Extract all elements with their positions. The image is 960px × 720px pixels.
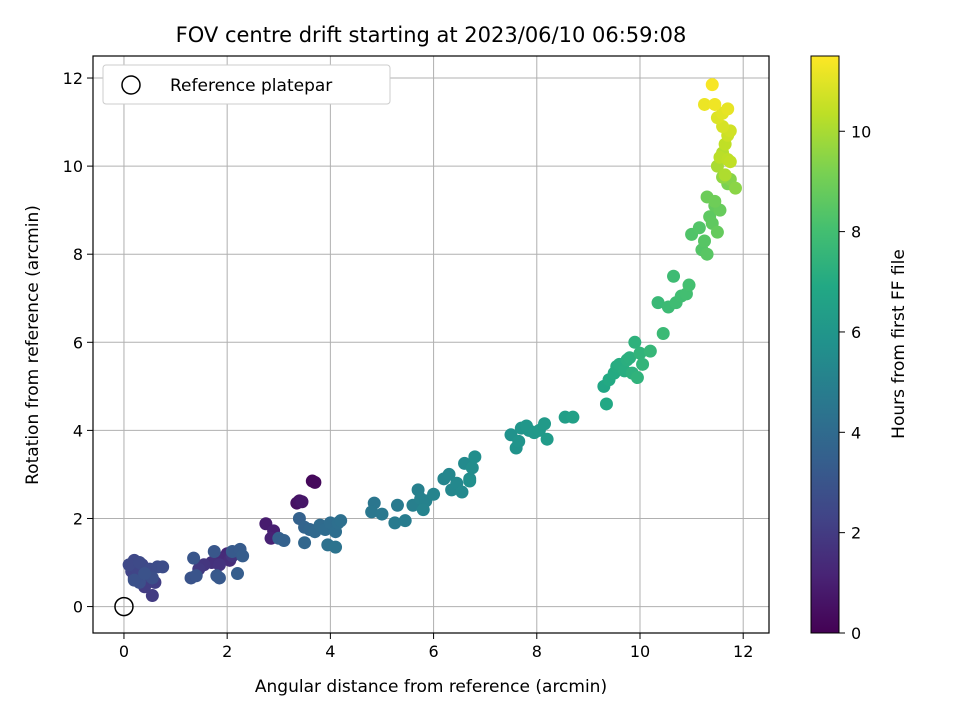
- data-point: [463, 474, 477, 488]
- data-point: [468, 450, 482, 464]
- data-point: [187, 551, 201, 565]
- x-tick-label: 8: [532, 642, 542, 661]
- data-point: [390, 498, 404, 512]
- data-point: [692, 221, 706, 235]
- y-tick-label: 0: [73, 598, 83, 617]
- colorbar-tick-label: 10: [851, 122, 871, 141]
- colorbar-ticks: 0 2 4 6 8 10: [839, 122, 871, 643]
- data-point: [277, 534, 291, 548]
- y-axis-ticks: 0 2 4 6 8 10 12: [63, 69, 93, 617]
- data-point: [633, 346, 647, 360]
- plot-frame: [92, 55, 770, 634]
- x-tick-label: 2: [222, 642, 232, 661]
- x-axis-ticks: 0 2 4 6 8 10 12: [119, 633, 753, 661]
- data-point: [156, 560, 170, 574]
- data-point: [230, 567, 244, 581]
- data-point: [697, 97, 711, 111]
- data-point: [566, 410, 580, 424]
- legend: Reference platepar: [102, 64, 391, 105]
- colorbar-tick-label: 4: [851, 423, 861, 442]
- data-point: [700, 247, 714, 261]
- data-point: [643, 344, 657, 358]
- data-point: [455, 485, 469, 499]
- data-point: [705, 78, 719, 92]
- legend-marker: [121, 75, 141, 95]
- data-point: [682, 278, 696, 292]
- data-point: [718, 168, 732, 182]
- data-point: [189, 569, 203, 583]
- x-tick-label: 4: [325, 642, 335, 661]
- data-point: [628, 335, 642, 349]
- data-point: [721, 102, 735, 116]
- data-point: [127, 573, 141, 587]
- legend-label: Reference platepar: [170, 76, 332, 96]
- data-point: [710, 225, 724, 239]
- colorbar-label: Hours from first FF file: [889, 249, 909, 439]
- data-point: [398, 514, 412, 528]
- data-point: [540, 432, 554, 446]
- x-tick-label: 12: [733, 642, 753, 661]
- data-point: [145, 589, 159, 603]
- data-points: [122, 78, 742, 603]
- data-point: [295, 495, 309, 509]
- y-tick-label: 10: [63, 157, 83, 176]
- colorbar-tick-label: 8: [851, 223, 861, 242]
- data-point: [623, 351, 637, 365]
- data-point: [375, 507, 389, 521]
- x-tick-label: 0: [119, 642, 129, 661]
- data-point: [329, 540, 343, 554]
- legend-box: [102, 64, 391, 105]
- data-point: [138, 567, 152, 581]
- data-point: [667, 269, 681, 283]
- colorbar-tick-label: 0: [851, 624, 861, 643]
- data-point: [723, 155, 737, 169]
- data-point: [122, 558, 136, 572]
- x-tick-label: 10: [630, 642, 650, 661]
- x-axis-label: Angular distance from reference (arcmin): [255, 677, 607, 697]
- data-point: [365, 505, 379, 519]
- y-tick-label: 2: [73, 509, 83, 528]
- y-tick-label: 8: [73, 245, 83, 264]
- data-point: [708, 194, 722, 208]
- colorbar-tick-label: 6: [851, 323, 861, 342]
- y-axis-label: Rotation from reference (arcmin): [23, 205, 43, 485]
- data-point: [132, 556, 146, 570]
- data-point: [599, 397, 613, 411]
- data-point: [651, 296, 665, 310]
- data-point: [212, 558, 226, 572]
- data-point: [708, 97, 722, 111]
- data-point: [427, 487, 441, 501]
- colorbar: [810, 55, 840, 634]
- y-tick-label: 6: [73, 333, 83, 352]
- data-point: [416, 503, 430, 517]
- data-point: [697, 234, 711, 248]
- data-point: [630, 371, 644, 385]
- data-point: [728, 181, 742, 195]
- data-point: [334, 514, 348, 528]
- data-point: [636, 357, 650, 371]
- y-tick-label: 12: [63, 69, 83, 88]
- data-point: [212, 571, 226, 585]
- colorbar-tick-label: 2: [851, 524, 861, 543]
- data-point: [388, 516, 402, 530]
- y-tick-label: 4: [73, 421, 83, 440]
- data-point: [207, 545, 221, 559]
- data-point: [442, 467, 456, 481]
- grid-lines: [93, 56, 769, 633]
- chart-title: FOV centre drift starting at 2023/06/10 …: [176, 23, 687, 47]
- x-tick-label: 6: [428, 642, 438, 661]
- data-point: [236, 549, 250, 563]
- data-point: [465, 461, 479, 475]
- data-point: [656, 326, 670, 340]
- data-point: [298, 536, 312, 550]
- data-point: [512, 434, 526, 448]
- data-point: [308, 475, 322, 489]
- data-point: [538, 417, 552, 431]
- reference-point: [114, 596, 134, 617]
